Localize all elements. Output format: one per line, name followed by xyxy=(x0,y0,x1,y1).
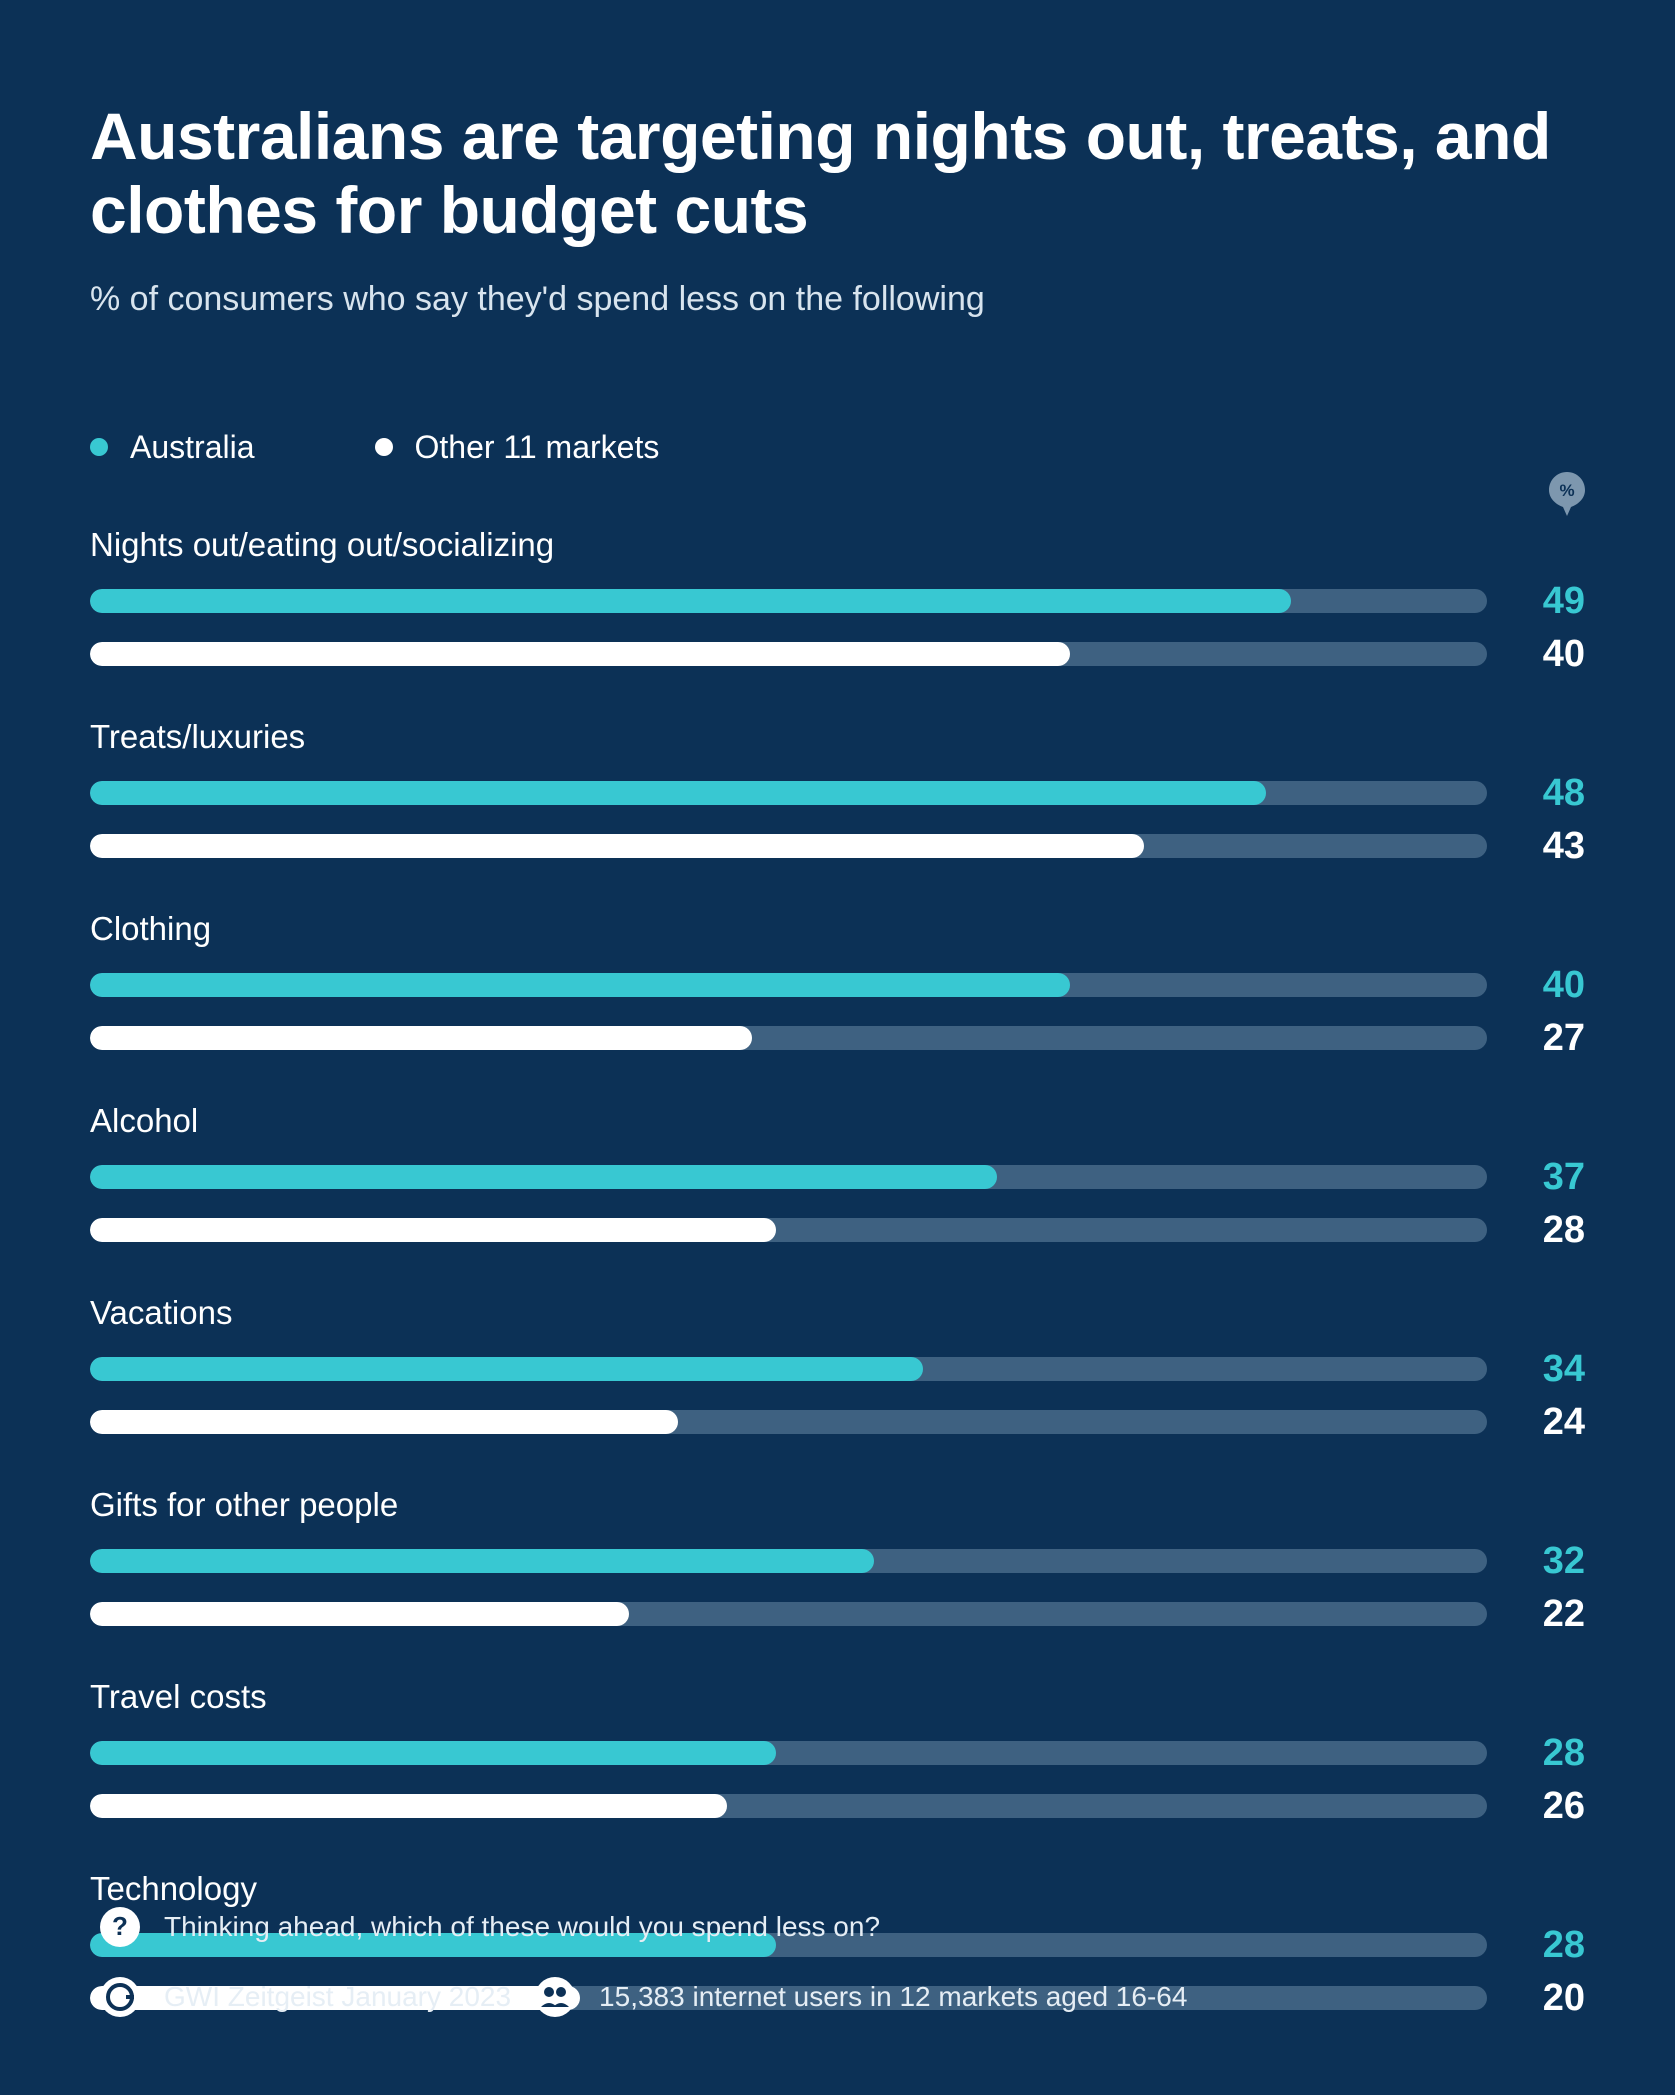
bar-row-other: 28 xyxy=(90,1209,1585,1252)
category-label: Clothing xyxy=(90,910,1585,948)
bar-track xyxy=(90,642,1487,666)
chart-group: Nights out/eating out/socializing 49 40 xyxy=(90,526,1585,676)
bar-fill xyxy=(90,1549,874,1573)
bar-value: 24 xyxy=(1515,1401,1585,1444)
bar-fill xyxy=(90,1602,629,1626)
bar-value: 37 xyxy=(1515,1156,1585,1199)
bar-value: 28 xyxy=(1515,1732,1585,1775)
chart-group: Alcohol 37 28 xyxy=(90,1102,1585,1252)
legend-dot-australia xyxy=(90,438,108,456)
bar-row-other: 22 xyxy=(90,1593,1585,1636)
svg-text:?: ? xyxy=(112,1911,128,1941)
bar-row-australia: 49 xyxy=(90,580,1585,623)
bar-row-other: 40 xyxy=(90,633,1585,676)
category-label: Technology xyxy=(90,1870,1585,1908)
bar-track xyxy=(90,834,1487,858)
bar-fill xyxy=(90,1410,678,1434)
footer-meta-row: GWI Zeitgeist January 2023 15,383 intern… xyxy=(100,1977,1585,2017)
legend-label-australia: Australia xyxy=(130,429,255,466)
legend-label-other: Other 11 markets xyxy=(415,429,660,466)
footer: ? Thinking ahead, which of these would y… xyxy=(100,1907,1585,2017)
bar-row-other: 24 xyxy=(90,1401,1585,1444)
chart-group: Clothing 40 27 xyxy=(90,910,1585,1060)
bar-fill xyxy=(90,781,1266,805)
bar-value: 28 xyxy=(1515,1209,1585,1252)
legend-dot-other xyxy=(375,438,393,456)
legend-item-australia: Australia xyxy=(90,429,255,466)
legend-item-other: Other 11 markets xyxy=(375,429,660,466)
footer-sample: 15,383 internet users in 12 markets aged… xyxy=(599,1981,1187,2013)
bar-row-australia: 28 xyxy=(90,1732,1585,1775)
bar-track xyxy=(90,973,1487,997)
footer-source: GWI Zeitgeist January 2023 xyxy=(164,1981,511,2013)
bar-value: 40 xyxy=(1515,633,1585,676)
question-icon: ? xyxy=(100,1907,140,1947)
chart-group: Treats/luxuries 48 43 xyxy=(90,718,1585,868)
bar-fill xyxy=(90,1794,727,1818)
chart-group: Gifts for other people 32 22 xyxy=(90,1486,1585,1636)
bar-track xyxy=(90,1357,1487,1381)
footer-question-row: ? Thinking ahead, which of these would y… xyxy=(100,1907,1585,1947)
bar-track xyxy=(90,1741,1487,1765)
category-label: Vacations xyxy=(90,1294,1585,1332)
bar-row-other: 27 xyxy=(90,1017,1585,1060)
bar-value: 49 xyxy=(1515,580,1585,623)
bar-value: 43 xyxy=(1515,825,1585,868)
category-label: Nights out/eating out/socializing xyxy=(90,526,1585,564)
bar-row-australia: 34 xyxy=(90,1348,1585,1391)
bar-fill xyxy=(90,1026,752,1050)
bar-value: 26 xyxy=(1515,1785,1585,1828)
bar-row-australia: 48 xyxy=(90,772,1585,815)
bar-track xyxy=(90,1165,1487,1189)
bar-track xyxy=(90,1026,1487,1050)
footer-question: Thinking ahead, which of these would you… xyxy=(164,1911,880,1943)
bar-row-other: 43 xyxy=(90,825,1585,868)
category-label: Gifts for other people xyxy=(90,1486,1585,1524)
category-label: Alcohol xyxy=(90,1102,1585,1140)
bar-value: 34 xyxy=(1515,1348,1585,1391)
category-label: Treats/luxuries xyxy=(90,718,1585,756)
source-icon xyxy=(100,1977,140,2017)
bar-track xyxy=(90,1549,1487,1573)
bar-row-other: 26 xyxy=(90,1785,1585,1828)
legend: Australia Other 11 markets xyxy=(90,429,1585,466)
bar-fill xyxy=(90,834,1144,858)
bar-fill xyxy=(90,1165,997,1189)
bar-track xyxy=(90,1794,1487,1818)
bar-track xyxy=(90,781,1487,805)
bar-value: 22 xyxy=(1515,1593,1585,1636)
bar-value: 40 xyxy=(1515,964,1585,1007)
bar-fill xyxy=(90,1357,923,1381)
bar-fill xyxy=(90,1218,776,1242)
chart-subtitle: % of consumers who say they'd spend less… xyxy=(90,280,1585,319)
percent-badge-icon: % xyxy=(1549,472,1585,508)
bar-fill xyxy=(90,973,1070,997)
svg-text:%: % xyxy=(1559,481,1574,500)
chart-group: Travel costs 28 26 xyxy=(90,1678,1585,1828)
bar-value: 48 xyxy=(1515,772,1585,815)
bar-fill xyxy=(90,589,1291,613)
bar-fill xyxy=(90,1741,776,1765)
category-label: Travel costs xyxy=(90,1678,1585,1716)
bar-row-australia: 40 xyxy=(90,964,1585,1007)
bar-value: 27 xyxy=(1515,1017,1585,1060)
chart-title: Australians are targeting nights out, tr… xyxy=(90,100,1585,248)
bar-row-australia: 37 xyxy=(90,1156,1585,1199)
bar-track xyxy=(90,589,1487,613)
chart-group: Vacations 34 24 xyxy=(90,1294,1585,1444)
bar-track xyxy=(90,1410,1487,1434)
bar-value: 32 xyxy=(1515,1540,1585,1583)
bar-fill xyxy=(90,642,1070,666)
bar-row-australia: 32 xyxy=(90,1540,1585,1583)
chart-area: % Nights out/eating out/socializing4940T… xyxy=(90,526,1585,2020)
bar-track xyxy=(90,1602,1487,1626)
bar-track xyxy=(90,1218,1487,1242)
users-icon xyxy=(535,1977,575,2017)
